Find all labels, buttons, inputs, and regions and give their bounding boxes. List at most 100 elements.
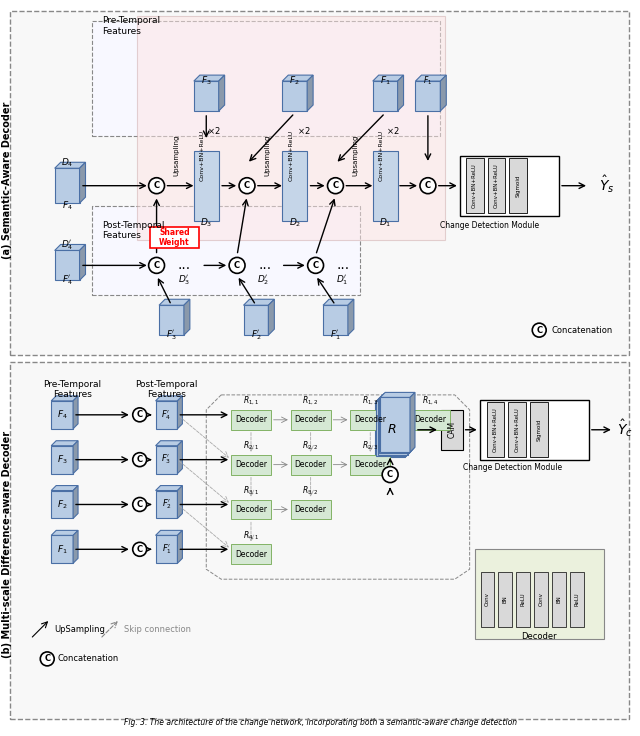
Polygon shape xyxy=(268,300,275,335)
FancyBboxPatch shape xyxy=(150,227,199,249)
Polygon shape xyxy=(282,75,313,81)
FancyBboxPatch shape xyxy=(51,490,73,518)
Text: C: C xyxy=(44,654,51,663)
FancyBboxPatch shape xyxy=(156,401,177,429)
FancyBboxPatch shape xyxy=(531,403,548,457)
Text: Decoder: Decoder xyxy=(355,415,387,424)
FancyBboxPatch shape xyxy=(54,169,79,203)
Text: $\times 2$: $\times 2$ xyxy=(387,125,400,136)
Circle shape xyxy=(420,177,436,194)
Text: C: C xyxy=(136,500,143,509)
FancyBboxPatch shape xyxy=(460,156,559,216)
FancyBboxPatch shape xyxy=(376,401,406,456)
Polygon shape xyxy=(244,300,275,305)
FancyBboxPatch shape xyxy=(323,305,348,335)
FancyBboxPatch shape xyxy=(194,81,219,111)
Text: C: C xyxy=(312,261,319,270)
Text: $R_{2,1}$: $R_{2,1}$ xyxy=(243,439,259,452)
Text: C: C xyxy=(387,470,393,479)
Text: Decoder: Decoder xyxy=(235,550,267,559)
Polygon shape xyxy=(376,396,412,401)
Polygon shape xyxy=(372,75,404,81)
Text: $\times 2$: $\times 2$ xyxy=(207,125,221,136)
Text: C: C xyxy=(425,181,431,190)
Text: $D_2$: $D_2$ xyxy=(289,216,301,229)
Polygon shape xyxy=(51,486,78,490)
Polygon shape xyxy=(323,300,354,305)
Polygon shape xyxy=(177,531,182,563)
FancyBboxPatch shape xyxy=(380,397,410,452)
Text: C: C xyxy=(332,181,339,190)
Text: $R$: $R$ xyxy=(387,423,397,436)
Text: Conv+BN+ReLU: Conv+BN+ReLU xyxy=(200,130,205,181)
Text: Sigmoid: Sigmoid xyxy=(537,419,541,441)
Polygon shape xyxy=(405,397,410,457)
Text: ReLU: ReLU xyxy=(575,592,579,606)
Circle shape xyxy=(229,258,245,273)
Text: Decoder: Decoder xyxy=(522,632,557,642)
Polygon shape xyxy=(156,531,182,535)
FancyBboxPatch shape xyxy=(375,403,405,457)
Text: Conv+BN+ReLU: Conv+BN+ReLU xyxy=(494,163,499,208)
FancyBboxPatch shape xyxy=(291,410,330,430)
Polygon shape xyxy=(415,75,446,81)
Text: $R_{2,3}$: $R_{2,3}$ xyxy=(362,439,378,452)
Text: $F_1'$: $F_1'$ xyxy=(161,542,172,556)
Circle shape xyxy=(132,542,147,556)
Polygon shape xyxy=(194,75,225,81)
Text: $R_{4,1}$: $R_{4,1}$ xyxy=(243,529,259,542)
Text: $D_4$: $D_4$ xyxy=(61,157,74,169)
Text: $F_2'$: $F_2'$ xyxy=(251,328,261,342)
Text: UpSampling: UpSampling xyxy=(54,625,105,634)
Text: Conv+BN+ReLU: Conv+BN+ReLU xyxy=(515,408,520,452)
FancyBboxPatch shape xyxy=(92,21,440,136)
Text: ...: ... xyxy=(337,258,350,272)
Text: C: C xyxy=(136,411,143,420)
Polygon shape xyxy=(73,531,78,563)
Polygon shape xyxy=(406,396,412,456)
Polygon shape xyxy=(73,396,78,429)
FancyBboxPatch shape xyxy=(378,400,408,455)
Text: Conv+BN+ReLU: Conv+BN+ReLU xyxy=(472,163,477,208)
FancyBboxPatch shape xyxy=(475,549,604,639)
Polygon shape xyxy=(410,392,415,452)
Text: $R_{1,3}$: $R_{1,3}$ xyxy=(362,394,378,407)
Polygon shape xyxy=(409,394,413,453)
Text: $F_3'$: $F_3'$ xyxy=(161,453,172,467)
FancyBboxPatch shape xyxy=(10,11,628,355)
Text: C: C xyxy=(244,181,250,190)
FancyBboxPatch shape xyxy=(291,455,330,475)
Text: $\times 2$: $\times 2$ xyxy=(297,125,310,136)
Text: Pre-Temporal
Features: Pre-Temporal Features xyxy=(102,16,160,36)
Polygon shape xyxy=(156,486,182,490)
Text: Conv: Conv xyxy=(539,592,544,606)
FancyBboxPatch shape xyxy=(479,400,589,460)
Polygon shape xyxy=(408,395,413,455)
Text: Shared
Weight: Shared Weight xyxy=(159,228,190,247)
Text: Decoder: Decoder xyxy=(294,505,326,514)
Text: Conv+BN+ReLU: Conv+BN+ReLU xyxy=(379,130,384,181)
FancyBboxPatch shape xyxy=(231,410,271,430)
Text: $F_3$: $F_3$ xyxy=(57,453,67,466)
FancyBboxPatch shape xyxy=(379,399,409,453)
Circle shape xyxy=(148,258,164,273)
Polygon shape xyxy=(177,486,182,518)
Circle shape xyxy=(532,323,546,337)
Circle shape xyxy=(382,467,398,483)
FancyBboxPatch shape xyxy=(486,403,504,457)
Text: Fig. 3. The architecture of the change network, incorporating both a semantic-aw: Fig. 3. The architecture of the change n… xyxy=(124,718,517,726)
FancyBboxPatch shape xyxy=(372,151,397,221)
Text: $D_1'$: $D_1'$ xyxy=(336,274,349,287)
Polygon shape xyxy=(440,75,446,111)
FancyBboxPatch shape xyxy=(282,81,307,111)
Polygon shape xyxy=(73,441,78,473)
Polygon shape xyxy=(177,396,182,429)
Text: Post-Temporal
Features: Post-Temporal Features xyxy=(102,221,164,240)
Text: $R_{3,2}$: $R_{3,2}$ xyxy=(303,484,319,497)
FancyBboxPatch shape xyxy=(244,305,268,335)
Polygon shape xyxy=(73,486,78,518)
Polygon shape xyxy=(307,75,313,111)
Polygon shape xyxy=(51,531,78,535)
FancyBboxPatch shape xyxy=(54,250,79,280)
FancyBboxPatch shape xyxy=(509,158,527,213)
